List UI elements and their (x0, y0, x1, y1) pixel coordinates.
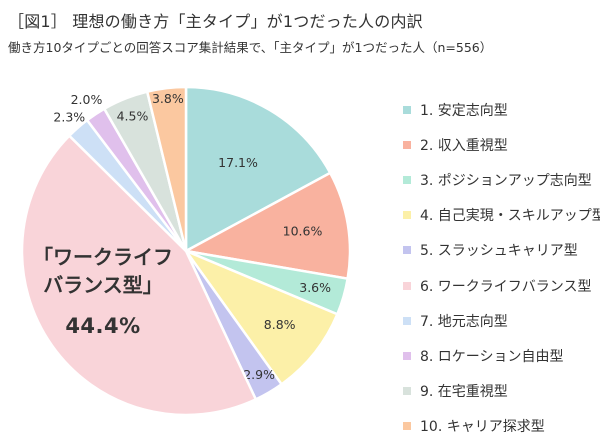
legend-item-8: 8. ロケーション自由型 (403, 338, 600, 373)
legend-item-2: 2. 収入重視型 (403, 127, 600, 162)
legend-swatch (403, 387, 411, 396)
chart-title: ［図1］ 理想の働き方「主タイプ」が1つだった人の内訳 (8, 12, 423, 31)
legend-label: 7. 地元志向型 (420, 313, 508, 330)
legend-label: 6. ワークライフバランス型 (420, 278, 592, 295)
legend-label: 4. 自己実現・スキルアップ型 (420, 208, 600, 225)
slice-value-label-9: 4.5% (117, 108, 149, 123)
legend-item-5: 5. スラッシュキャリア型 (403, 233, 600, 268)
legend-swatch (403, 140, 411, 149)
legend-swatch (403, 211, 411, 220)
legend-label: 8. ロケーション自由型 (420, 348, 564, 365)
slice-value-label-3: 3.6% (299, 280, 331, 295)
legend-item-1: 1. 安定志向型 (403, 92, 600, 127)
chart-legend: 1. 安定志向型 2. 収入重視型 3. ポジションアップ志向型 4. 自己実現・スキ… (403, 92, 600, 444)
legend-item-3: 3. ポジションアップ志向型 (403, 162, 600, 197)
legend-label: 9. 在宅重視型 (420, 384, 508, 401)
pie-slice-6 (20, 133, 258, 417)
pie-slice-10 (145, 85, 188, 252)
callout-line-2: バランス型」 (43, 273, 163, 297)
legend-swatch (403, 351, 411, 360)
legend-swatch (403, 316, 411, 325)
legend-item-9: 9. 在宅重視型 (403, 374, 600, 409)
legend-label: 1. 安定志向型 (420, 102, 508, 119)
slice-value-label-10: 3.8% (152, 91, 184, 106)
slice-value-label-1: 17.1% (218, 155, 258, 170)
slice-value-label-8: 2.0% (71, 92, 103, 107)
legend-label: 10. キャリア探求型 (420, 419, 545, 436)
legend-swatch (403, 281, 411, 290)
legend-swatch (403, 105, 411, 114)
legend-swatch (403, 175, 411, 184)
callout-value: 44.4% (65, 314, 141, 338)
pie-slice-4 (182, 248, 339, 387)
legend-label: 2. 収入重視型 (420, 137, 508, 154)
legend-swatch (403, 246, 411, 255)
slice-value-label-2: 10.6% (283, 223, 323, 238)
legend-swatch (403, 422, 411, 431)
legend-item-6: 6. ワークライフバランス型 (403, 268, 600, 303)
pie-slice-2 (182, 171, 352, 281)
slice-value-label-4: 8.8% (264, 317, 296, 332)
highlight-callout: 「ワークライフ バランス型」 44.4% (28, 243, 178, 338)
slice-value-label-5: 2.9% (243, 367, 275, 382)
callout-line-1: 「ワークライフ (33, 245, 173, 269)
slice-value-label-7: 2.3% (53, 109, 85, 124)
pie-chart: 17.1% 10.6% 3.6% 8.8% 2.9% 2.3% 2.0% 4.5%3.8% (20, 85, 352, 417)
chart-subtitle: 働き方10タイプごとの回答スコア集計結果で、「主タイプ」が1つだった人（n=55… (8, 40, 493, 55)
legend-item-10: 10. キャリア探求型 (403, 409, 600, 444)
pie-slice-1 (184, 85, 332, 254)
legend-label: 5. スラッシュキャリア型 (420, 243, 578, 260)
legend-item-7: 7. 地元志向型 (403, 303, 600, 338)
legend-item-4: 4. 自己実現・スキルアップ型 (403, 198, 600, 233)
legend-label: 3. ポジションアップ志向型 (420, 172, 592, 189)
